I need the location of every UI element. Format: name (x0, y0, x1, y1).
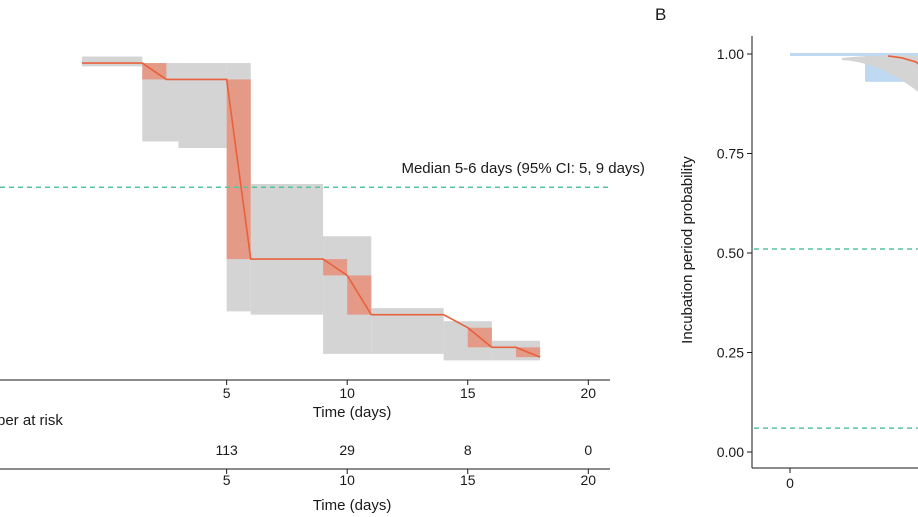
x-tick-label: 10 (339, 385, 355, 401)
y-tick-label: 1.00 (717, 46, 744, 62)
b-x-tick-label: 0 (786, 475, 794, 491)
ci-band-group (81, 56, 541, 361)
x-axis-ticks: 5 10 15 20 (223, 380, 597, 401)
risk-x-tick-label: 5 (223, 472, 231, 488)
risk-table-title: ber at risk (0, 412, 63, 429)
risk-x-axis-title: Time (days) (313, 497, 392, 514)
x-tick-label: 15 (460, 385, 476, 401)
b-x-axis-ticks: 0 (786, 468, 794, 491)
risk-x-axis-ticks: 5 10 15 20 (223, 469, 597, 488)
x-tick-label: 5 (223, 385, 231, 401)
risk-x-tick-label: 15 (460, 472, 476, 488)
b-ci-band (842, 55, 918, 92)
ci-band-segment (371, 308, 444, 354)
y-tick-label: 0.00 (717, 444, 744, 460)
risk-table-values: 113 29 8 0 (215, 442, 592, 458)
reference-lines (754, 248, 918, 429)
y-axis-title: Incubation period probability (679, 156, 696, 344)
median-annotation: Median 5-6 days (95% CI: 5, 9 days) (401, 160, 644, 177)
risk-value: 113 (215, 442, 238, 458)
panel-a-survival-plot: Median 5-6 days (95% CI: 5, 9 days) 5 10 1… (0, 56, 645, 421)
ci-band-segment (81, 56, 143, 67)
y-tick-label: 0.50 (717, 245, 744, 261)
risk-table: ber at risk 113 29 8 0 5 10 15 20 Time (days) (0, 412, 610, 514)
x-axis-title: Time (days) (313, 404, 392, 421)
risk-value: 0 (584, 442, 592, 458)
y-axis-ticks: 0.00 0.25 0.50 0.75 1.00 (717, 46, 752, 460)
panel-label-b: B (655, 5, 666, 24)
y-tick-label: 0.25 (717, 344, 744, 360)
risk-x-tick-label: 20 (581, 472, 597, 488)
survival-curve (81, 62, 541, 358)
risk-value: 29 (339, 442, 355, 458)
risk-value: 8 (464, 442, 472, 458)
blue-band-top (790, 52, 918, 56)
y-tick-label: 0.75 (717, 145, 744, 161)
x-tick-label: 20 (581, 385, 597, 401)
panel-b-incubation-plot: B 0.00 0.25 0.50 0.75 1.00 0 Incubation peri… (655, 5, 918, 491)
ci-band-segment (178, 63, 227, 149)
ci-band-segment (250, 183, 324, 315)
incubation-curve (887, 55, 918, 65)
panel-b-bands (790, 52, 918, 92)
risk-x-tick-label: 10 (339, 472, 355, 488)
